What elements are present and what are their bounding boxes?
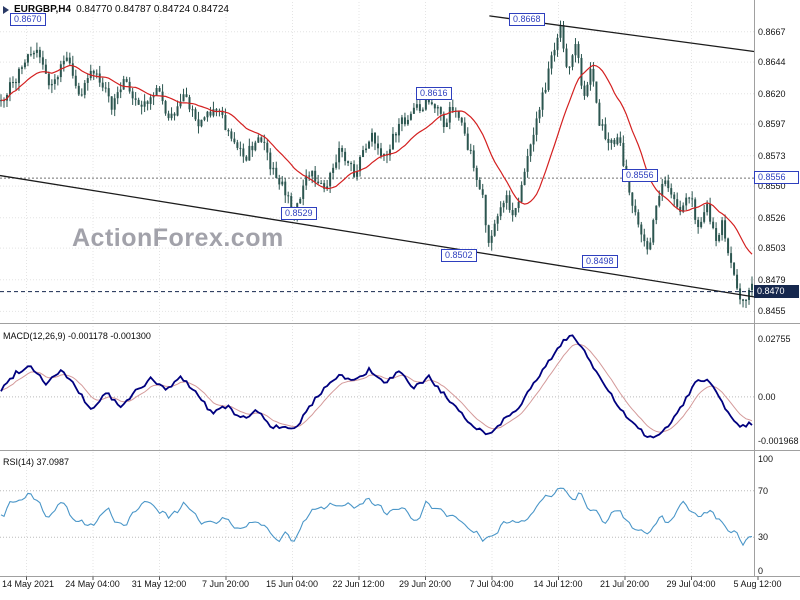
rsi-line [0, 487, 753, 547]
price-level-callout[interactable]: 0.8670 [10, 13, 46, 26]
price-axis-tick: 0.8455 [758, 306, 786, 317]
macd-indicator-label: MACD(12,26,9) -0.001178 -0.001300 [3, 331, 151, 341]
price-level-callout[interactable]: 0.8616 [416, 87, 452, 100]
x-axis-label: 29 Jul 04:00 [666, 579, 716, 589]
watermark: ActionForex.com [72, 224, 284, 252]
x-axis-label: 21 Jul 20:00 [599, 579, 650, 589]
x-axis-label: 24 May 04:00 [65, 579, 120, 589]
level-price-axis-box: 0.8556 [754, 171, 799, 185]
rsi-axis-tick: 30 [758, 532, 769, 543]
x-axis-label: 29 Jun 20:00 [398, 579, 452, 589]
price-level-callout[interactable]: 0.8502 [441, 249, 477, 262]
price-axis-tick: 0.8597 [758, 119, 786, 130]
macd-axis-min: -0.001968 [758, 436, 799, 446]
macd-main-line [0, 334, 753, 439]
price-axis-tick: 0.8573 [758, 150, 786, 161]
candlesticks [0, 20, 754, 309]
price-axis-tick: 0.8644 [758, 57, 786, 68]
price-axis-tick: 0.8479 [758, 274, 786, 285]
price-axis-tick: 0.8526 [758, 212, 786, 223]
current-price-axis-box: 0.8470 [754, 284, 799, 298]
x-axis-label: 7 Jun 20:00 [201, 579, 250, 589]
chart-header: EURGBP,H4 0.84770 0.84787 0.84724 0.8472… [3, 4, 229, 15]
x-axis-label: 7 Jul 04:00 [469, 579, 514, 589]
rsi-indicator-label: RSI(14) 37.0987 [3, 457, 70, 467]
symbol-marker-icon [3, 5, 9, 14]
price-level-callout[interactable]: 0.8529 [281, 207, 317, 220]
rsi-axis-tick: 0 [758, 566, 764, 576]
price-axis-tick: 0.8620 [758, 88, 786, 99]
price-level-callout[interactable]: 0.8498 [582, 255, 618, 268]
price-axis-tick: 0.8503 [758, 243, 786, 254]
x-axis-label: 15 Jun 04:00 [265, 579, 319, 589]
chart-title-ohlc: 0.84770 0.84787 0.84724 0.84724 [76, 4, 229, 15]
macd-axis-zero: 0.00 [758, 391, 776, 402]
price-level-callout[interactable]: 0.8668 [509, 13, 545, 26]
rsi-axis-tick: 70 [758, 485, 769, 496]
x-axis-label: 14 May 2021 [2, 579, 55, 589]
price-axis-tick: 0.8667 [758, 26, 786, 37]
x-axis-label: 5 Aug 12:00 [733, 579, 782, 589]
price-axis-tick: 0.8550 [758, 181, 786, 192]
moving-average-line [0, 64, 753, 255]
x-axis-label: 22 Jun 12:00 [332, 579, 385, 589]
falling-channel-support[interactable] [0, 174, 755, 298]
price-level-callout[interactable]: 0.8556 [622, 169, 658, 182]
x-axis-label: 31 May 12:00 [131, 579, 187, 589]
chart-title-symbol: EURGBP,H4 [14, 4, 72, 15]
x-axis-label: 14 Jul 12:00 [533, 579, 583, 589]
rsi-axis-tick: 100 [758, 454, 774, 464]
macd-axis-max: 0.02755 [758, 334, 791, 344]
